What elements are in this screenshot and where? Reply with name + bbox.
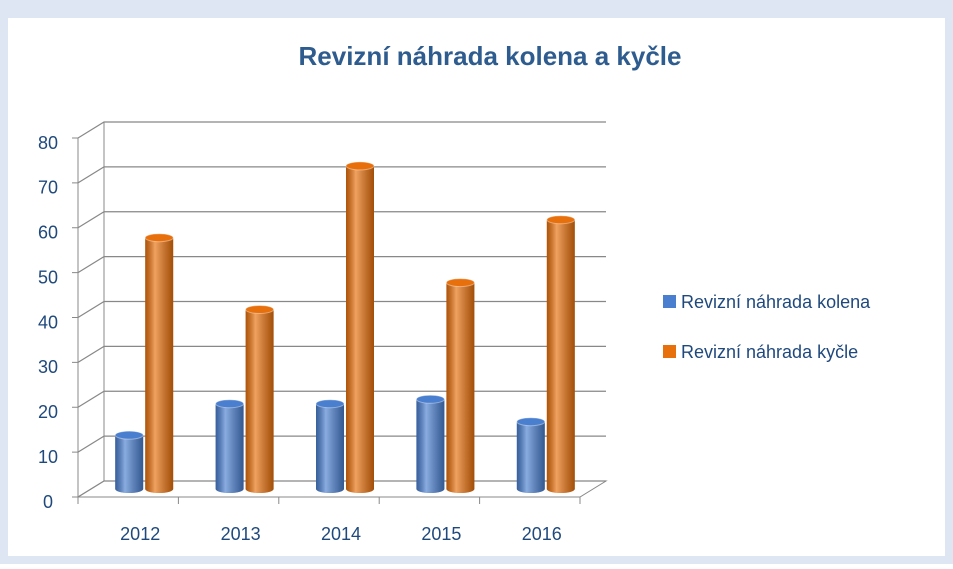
- y-tick-label: 10: [38, 447, 58, 467]
- y-tick-label: 50: [38, 267, 58, 287]
- bar-shade: [516, 421, 545, 493]
- y-tick-label: 60: [38, 223, 58, 243]
- bar-top: [144, 233, 174, 243]
- bar-top: [315, 399, 345, 409]
- x-tick-label: 2014: [321, 524, 361, 544]
- bar-top: [114, 430, 144, 440]
- bar-top: [415, 394, 445, 404]
- bar-shade: [215, 403, 244, 493]
- bar-top: [245, 305, 275, 314]
- bar-shade: [245, 309, 274, 493]
- bar-top: [546, 215, 576, 225]
- x-tick-label: 2015: [421, 524, 461, 544]
- bar-top: [215, 399, 245, 409]
- bar-shade: [546, 219, 575, 493]
- y-tick-label: 40: [38, 312, 58, 332]
- x-tick-label: 2013: [221, 524, 261, 544]
- chart-title: Revizní náhrada kolena a kyčle: [299, 41, 682, 71]
- y-tick-label: 30: [38, 357, 58, 377]
- legend-label: Revizní náhrada kolena: [681, 292, 871, 312]
- x-tick-label: 2012: [120, 524, 160, 544]
- bar-top: [516, 417, 546, 427]
- bar-shade: [446, 282, 475, 493]
- bar-top: [345, 161, 375, 171]
- y-tick-label: 0: [43, 492, 53, 512]
- bar-shade: [145, 237, 174, 493]
- y-tick-label: 20: [38, 402, 58, 422]
- bar-shade: [115, 435, 144, 493]
- y-tick-label: 80: [38, 133, 58, 153]
- y-tick-label: 70: [38, 178, 58, 198]
- x-tick-label: 2016: [522, 524, 562, 544]
- bar-top: [445, 278, 475, 288]
- legend-swatch: [663, 295, 676, 308]
- bar-shade: [346, 165, 374, 493]
- bar-shade: [316, 403, 344, 493]
- bar-shade: [416, 399, 445, 493]
- legend-swatch: [663, 345, 676, 358]
- legend-label: Revizní náhrada kyčle: [681, 342, 858, 362]
